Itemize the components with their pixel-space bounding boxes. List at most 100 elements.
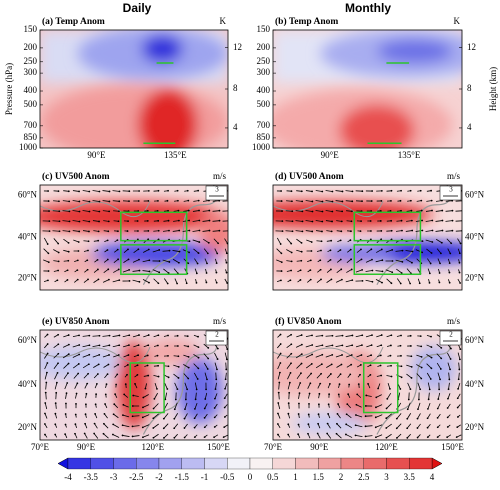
wind-vector-head <box>419 335 422 338</box>
wind-vector-head <box>340 230 343 233</box>
colorbar-cell <box>249 457 273 470</box>
wind-vector-head <box>399 344 402 347</box>
wind-vector-head <box>98 354 101 356</box>
wind-vector <box>447 352 451 360</box>
wind-vector-head <box>173 436 176 439</box>
wind-vector <box>163 268 169 274</box>
wind-vector <box>305 220 313 222</box>
wind-vector-head <box>131 405 134 407</box>
lon-tick-label: 70°E <box>264 442 283 452</box>
wind-vector-head <box>448 378 451 381</box>
ref-box <box>205 330 228 346</box>
wind-vector-head <box>157 199 159 202</box>
wind-vector-head <box>108 190 111 193</box>
wind-vector-head <box>198 229 201 232</box>
wind-vector-head <box>330 373 332 375</box>
wind-vector-head <box>340 278 343 281</box>
wind-vector-head <box>449 347 452 350</box>
wind-vector-head <box>58 210 61 213</box>
wind-vector-head <box>55 391 58 394</box>
wind-vector-head <box>157 189 160 192</box>
wind-vector <box>202 210 210 212</box>
colorbar-cell <box>272 457 296 470</box>
wind-vector <box>276 259 282 263</box>
wind-vector <box>445 210 453 212</box>
field-blob <box>199 211 228 254</box>
wind-vector-head <box>93 422 96 425</box>
wind-vector-head <box>321 353 324 356</box>
wind-vector <box>153 413 159 419</box>
wind-vector-head <box>379 220 382 222</box>
wind-vector-head <box>301 230 304 233</box>
wind-vector-head <box>137 210 140 212</box>
wind-vector <box>142 404 150 408</box>
wind-vector-head <box>300 250 303 253</box>
panel-title: (d) UV500 Anom <box>275 171 344 182</box>
wind-vector-head <box>411 229 414 232</box>
wind-vector <box>224 383 228 389</box>
wind-vector-head <box>280 261 283 264</box>
wind-vector-head <box>104 403 106 405</box>
wind-vector-head <box>389 354 392 357</box>
wind-vector-head <box>277 402 280 404</box>
wind-vector <box>446 238 452 244</box>
wind-vector-head <box>290 352 293 355</box>
wind-vector-head <box>198 241 201 243</box>
ref-box <box>439 185 462 201</box>
wind-vector-head <box>354 424 357 427</box>
wind-vector-head <box>225 368 228 371</box>
wind-vector-head <box>428 282 431 284</box>
wind-vector-head <box>193 417 196 420</box>
wind-vector-head <box>118 190 121 193</box>
wind-vector-head <box>321 344 324 347</box>
wind-vector-head <box>280 270 283 272</box>
wind-vector <box>365 279 373 283</box>
wind-vector <box>204 372 208 380</box>
wind-vector-head <box>360 354 363 356</box>
wind-vector <box>375 434 383 438</box>
wind-vector <box>445 220 453 222</box>
wind-vector-head <box>187 366 190 369</box>
wind-vector-head <box>277 391 280 394</box>
wind-vector-head <box>97 230 100 233</box>
wind-vector-head <box>399 282 402 285</box>
wind-vector <box>132 334 140 338</box>
wind-vector <box>193 353 199 359</box>
wind-vector <box>458 362 460 370</box>
wind-vector-head <box>307 413 310 416</box>
wind-vector <box>335 200 343 202</box>
wind-vector-head <box>77 250 80 252</box>
wind-vector-head <box>309 278 312 281</box>
wind-vector-head <box>223 416 226 418</box>
wind-vector-head <box>421 240 424 243</box>
wind-vector-head <box>430 199 433 202</box>
wind-vector <box>427 258 431 264</box>
wind-vector-head <box>348 383 351 386</box>
wind-vector <box>204 403 208 409</box>
wind-vector <box>346 210 352 212</box>
wind-vector-head <box>66 279 69 281</box>
wind-vector-head <box>67 353 70 356</box>
wind-vector <box>82 344 90 348</box>
wind-vector <box>417 413 421 419</box>
colorbar-cell <box>340 457 364 470</box>
wind-vector <box>122 344 130 348</box>
y-tick-label: 200 <box>24 42 38 52</box>
wind-vector <box>112 279 120 283</box>
wind-vector-head <box>178 250 181 253</box>
wind-vector <box>72 363 80 369</box>
wind-vector-head <box>226 348 228 351</box>
wind-vector-head <box>141 426 144 429</box>
wind-vector-head <box>426 426 429 429</box>
wind-vector-head <box>330 268 332 271</box>
wind-vector <box>315 335 323 337</box>
panel-title: (c) UV500 Anom <box>42 171 110 182</box>
lat-tick-label: 40°N <box>465 379 485 389</box>
wind-vector <box>173 364 179 368</box>
wind-vector-head <box>118 200 121 203</box>
wind-vector-head <box>187 356 190 358</box>
wind-vector-head <box>320 240 323 243</box>
wind-vector <box>417 382 421 390</box>
wind-vector-head <box>97 278 100 281</box>
wind-vector-head <box>347 393 350 396</box>
